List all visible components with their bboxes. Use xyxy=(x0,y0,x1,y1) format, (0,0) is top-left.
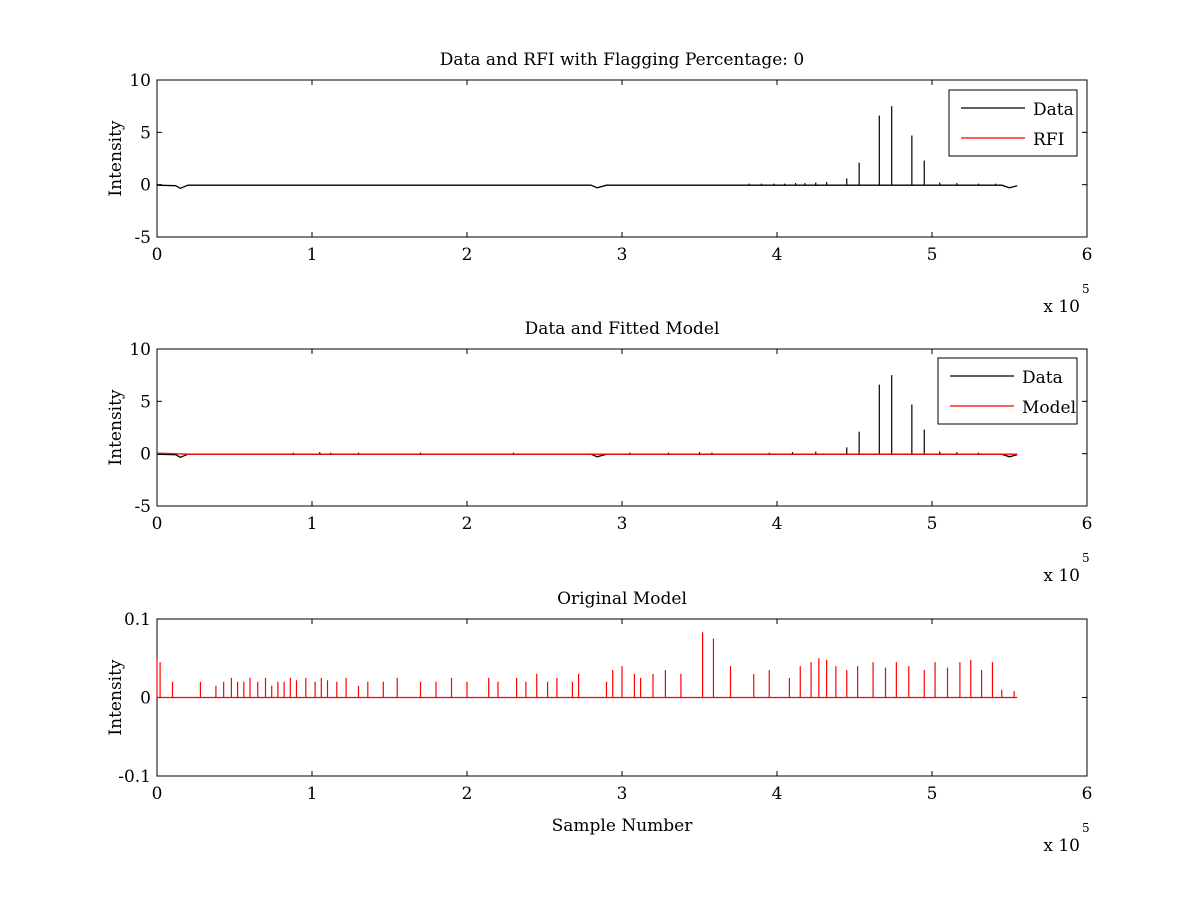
x-tick-label: 3 xyxy=(617,784,628,804)
y-tick-label: 10 xyxy=(129,71,151,91)
chart-title: Data and RFI with Flagging Percentage: 0 xyxy=(440,50,804,70)
y-tick-label: -5 xyxy=(134,497,151,517)
y-axis-label: Intensity xyxy=(106,659,126,735)
y-tick-label: 0 xyxy=(140,445,151,465)
x-tick-label: 3 xyxy=(617,245,628,265)
x-tick-label: 2 xyxy=(462,514,473,534)
x-tick-label: 1 xyxy=(307,245,318,265)
y-tick-label: 0.1 xyxy=(124,610,151,630)
chart-title: Data and Fitted Model xyxy=(525,319,720,339)
x-tick-label: 6 xyxy=(1082,784,1093,804)
legend: Data Model xyxy=(937,357,1078,425)
x-multiplier-exponent: 5 xyxy=(1082,282,1090,296)
x-tick-label: 5 xyxy=(927,245,938,265)
plot-area xyxy=(156,348,1088,507)
legend-label: Data xyxy=(1033,100,1074,120)
y-tick-label: -5 xyxy=(134,228,151,248)
y-tick-label: -0.1 xyxy=(118,767,151,787)
y-tick-label: 5 xyxy=(140,123,151,143)
y-tick-label: 5 xyxy=(140,392,151,412)
x-multiplier-base: x 10 xyxy=(1043,297,1080,317)
series-line xyxy=(156,453,1018,459)
x-tick-label: 4 xyxy=(772,784,783,804)
legend-label: RFI xyxy=(1033,130,1064,150)
x-tick-label: 2 xyxy=(462,784,473,804)
x-tick-label: 0 xyxy=(152,245,163,265)
x-tick-label: 1 xyxy=(307,514,318,534)
x-multiplier-exponent: 5 xyxy=(1082,821,1090,835)
x-tick-label: 6 xyxy=(1082,245,1093,265)
x-multiplier-base: x 10 xyxy=(1043,566,1080,586)
legend: Data RFI xyxy=(948,89,1078,157)
plot-area xyxy=(156,79,1088,238)
x-tick-label: 3 xyxy=(617,514,628,534)
x-tick-label: 5 xyxy=(927,784,938,804)
x-tick-label: 0 xyxy=(152,514,163,534)
x-tick-label: 2 xyxy=(462,245,473,265)
x-tick-label: 4 xyxy=(772,245,783,265)
x-tick-label: 5 xyxy=(927,514,938,534)
chart-title: Original Model xyxy=(557,589,687,609)
x-multiplier-exponent: 5 xyxy=(1082,551,1090,565)
series-line xyxy=(156,184,1018,190)
legend-box xyxy=(937,357,1078,425)
x-axis-label: Sample Number xyxy=(552,816,694,836)
x-tick-label: 0 xyxy=(152,784,163,804)
legend-label: Model xyxy=(1022,398,1076,418)
x-tick-label: 4 xyxy=(772,514,783,534)
y-tick-label: 10 xyxy=(129,340,151,360)
legend-label: Data xyxy=(1022,368,1063,388)
y-axis-label: Intensity xyxy=(106,389,126,465)
y-tick-label: 0 xyxy=(140,689,151,709)
x-tick-label: 6 xyxy=(1082,514,1093,534)
legend-box xyxy=(948,89,1078,157)
series-line xyxy=(156,452,1018,455)
y-axis-label: Intensity xyxy=(106,120,126,196)
x-multiplier-base: x 10 xyxy=(1043,836,1080,856)
x-tick-label: 1 xyxy=(307,784,318,804)
y-tick-label: 0 xyxy=(140,176,151,196)
